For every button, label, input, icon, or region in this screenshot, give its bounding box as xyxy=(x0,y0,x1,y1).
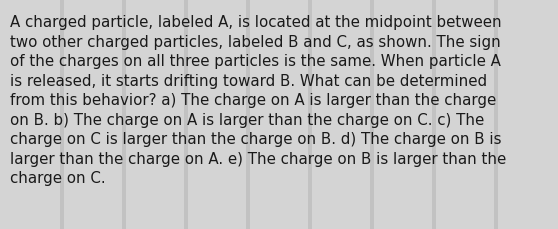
Bar xyxy=(122,0,126,229)
Bar xyxy=(432,0,436,229)
Bar xyxy=(246,0,249,229)
Bar xyxy=(309,0,312,229)
Text: A charged particle, labeled A, is located at the midpoint between
two other char: A charged particle, labeled A, is locate… xyxy=(10,15,506,186)
Bar xyxy=(494,0,498,229)
Bar xyxy=(60,0,64,229)
Bar xyxy=(371,0,374,229)
Bar xyxy=(184,0,187,229)
